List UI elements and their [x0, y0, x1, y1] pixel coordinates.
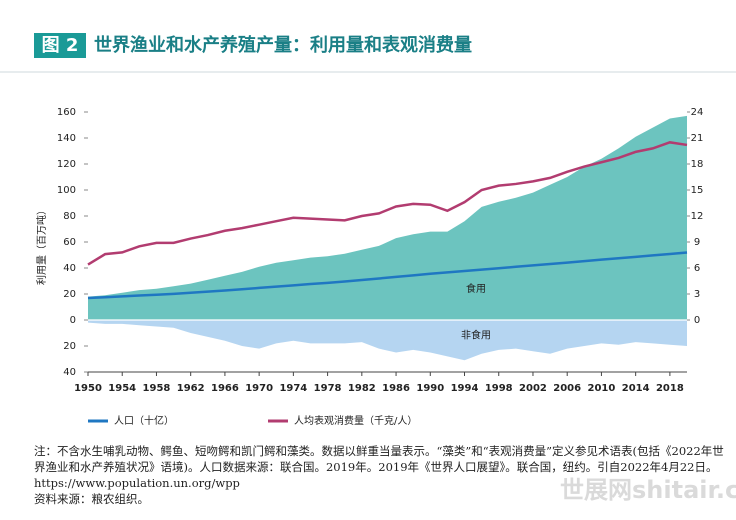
x-tick-label: 1958	[143, 383, 171, 394]
y-tick-label: 20	[63, 289, 76, 300]
y2-tick-label: 12	[691, 211, 704, 222]
area	[88, 320, 687, 361]
chart: 图 2 世界渔业和水产养殖产量：利用量和表观消费量 利用量（百万吨） 食用非食用…	[0, 33, 736, 427]
x-tick-label: 1962	[177, 383, 205, 394]
figure-label: 图 2	[42, 35, 79, 56]
x-tick-label: 2006	[553, 383, 581, 394]
y2-tick-label: 9	[694, 237, 700, 248]
chart-title: 世界渔业和水产养殖产量：利用量和表观消费量	[94, 34, 472, 56]
y-tick-label: 160	[57, 107, 76, 118]
y2-tick-label: 15	[691, 185, 704, 196]
y2-tick-label: 6	[694, 263, 700, 274]
x-tick-label: 1986	[382, 383, 410, 394]
notes: 注：不含水生哺乳动物、鳄鱼、短吻鳄和凯门鳄和藻类。数据以鲜重当量表示。“藻类”和…	[34, 443, 724, 507]
y-tick-label: 20	[63, 341, 76, 352]
x-tick-label: 1982	[348, 383, 376, 394]
legend-label: 人均表观消费量（千克/人）	[294, 414, 417, 427]
y-tick-label: 100	[57, 185, 76, 196]
x-tick-label: 2010	[588, 383, 616, 394]
x-tick-label: 1954	[108, 383, 136, 394]
x-tick-label: 1994	[451, 383, 479, 394]
x-tick-label: 1966	[211, 383, 239, 394]
x-tick-label: 1990	[416, 383, 444, 394]
area-label: 食用	[466, 282, 486, 295]
x-tick-label: 1978	[314, 383, 342, 394]
y-tick-label: 60	[63, 237, 76, 248]
y-tick-label: 80	[63, 211, 76, 222]
y-tick-label: 40	[63, 367, 76, 378]
source: 资料来源：粮农组织。	[34, 492, 149, 506]
x-tick-label: 2002	[519, 383, 547, 394]
x-tick-label: 1998	[485, 383, 513, 394]
badge	[34, 33, 86, 58]
y2-tick-label: 21	[691, 133, 704, 144]
y2-tick-label: 0	[694, 315, 700, 326]
area-label: 非食用	[461, 329, 491, 342]
y2-tick-label: 3	[694, 289, 700, 300]
area	[88, 115, 687, 321]
y-tick-label: 40	[63, 263, 76, 274]
x-tick-label: 1950	[74, 383, 102, 394]
y2-tick-label: 24	[691, 107, 704, 118]
y-tick-label: 0	[70, 315, 76, 326]
x-tick-label: 1970	[245, 383, 273, 394]
watermark: 世展网shitair.com	[560, 476, 736, 504]
legend-label: 人口（十亿）	[114, 414, 174, 427]
line	[87, 141, 688, 266]
x-tick-label: 1974	[279, 383, 307, 394]
x-tick-label: 2018	[656, 383, 684, 394]
y2-tick-label: 18	[691, 159, 704, 170]
y-axis-label: 利用量（百万吨）	[35, 205, 48, 285]
x-tick-label: 2014	[622, 383, 650, 394]
line	[87, 251, 688, 300]
y-tick-label: 140	[57, 133, 76, 144]
y-tick-label: 120	[57, 159, 76, 170]
note: 注：不含水生哺乳动物、鳄鱼、短吻鳄和凯门鳄和藻类。数据以鲜重当量表示。“藻类”和…	[34, 444, 724, 490]
